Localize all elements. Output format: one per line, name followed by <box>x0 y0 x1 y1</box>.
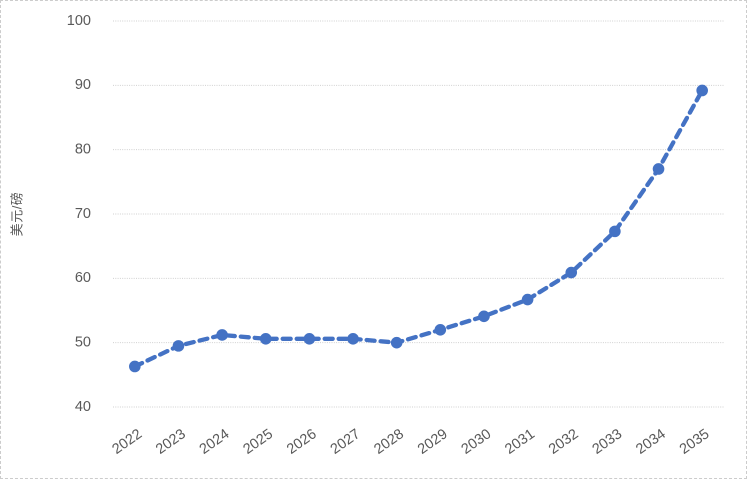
svg-text:2025: 2025 <box>240 426 276 458</box>
svg-text:2032: 2032 <box>546 426 582 458</box>
svg-text:2026: 2026 <box>284 426 320 458</box>
svg-text:2031: 2031 <box>502 426 538 458</box>
svg-text:80: 80 <box>75 141 91 157</box>
svg-text:2028: 2028 <box>371 426 407 458</box>
svg-text:60: 60 <box>75 270 91 286</box>
svg-text:2035: 2035 <box>677 426 713 458</box>
svg-text:2033: 2033 <box>590 426 626 458</box>
svg-text:100: 100 <box>67 13 91 29</box>
svg-text:2034: 2034 <box>633 426 669 458</box>
svg-text:2030: 2030 <box>459 426 495 458</box>
svg-text:50: 50 <box>75 334 91 350</box>
svg-text:90: 90 <box>75 77 91 93</box>
svg-text:2024: 2024 <box>197 426 233 458</box>
svg-text:2027: 2027 <box>328 426 364 458</box>
svg-text:40: 40 <box>75 399 91 415</box>
svg-text:2023: 2023 <box>153 426 189 458</box>
svg-text:2022: 2022 <box>110 426 146 458</box>
svg-text:2029: 2029 <box>415 426 451 458</box>
svg-text:70: 70 <box>75 206 91 222</box>
